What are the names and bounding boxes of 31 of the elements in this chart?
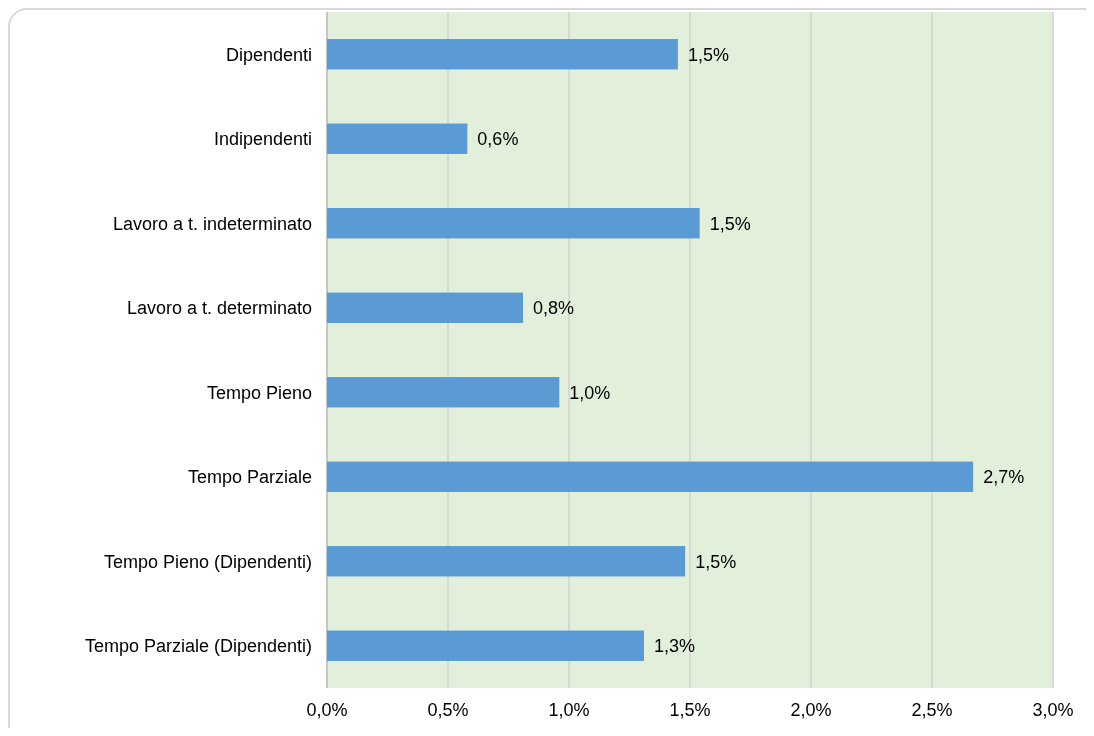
y-tick-label: Tempo Pieno xyxy=(206,382,312,403)
data-label: 2,7% xyxy=(983,467,1025,488)
bar xyxy=(327,123,468,154)
x-tick-label: 2,5% xyxy=(911,700,953,720)
data-label: 1,5% xyxy=(687,44,729,65)
data-label: 0,6% xyxy=(477,129,519,150)
bar xyxy=(327,39,678,70)
bar xyxy=(327,546,686,577)
bar xyxy=(327,461,974,492)
y-tick-label: Lavoro a t. indeterminato xyxy=(112,213,312,234)
bar xyxy=(327,630,645,661)
bar xyxy=(327,377,560,408)
data-label: 1,5% xyxy=(709,213,751,234)
x-tick-label: 0,5% xyxy=(427,700,469,720)
y-tick-label: Tempo Parziale xyxy=(187,467,312,488)
x-tick-label: 0,0% xyxy=(306,700,348,720)
bar xyxy=(327,208,700,239)
x-tick-label: 1,5% xyxy=(669,700,711,720)
y-tick-label: Tempo Pieno (Dipendenti) xyxy=(103,551,312,572)
data-label: 1,0% xyxy=(569,382,611,403)
y-tick-label: Tempo Parziale (Dipendenti) xyxy=(84,636,312,657)
bar xyxy=(327,292,524,323)
y-tick-label: Lavoro a t. determinato xyxy=(126,298,312,319)
y-tick-label: Dipendenti xyxy=(225,44,312,65)
data-label: 1,5% xyxy=(695,551,737,572)
x-tick-label: 3,0% xyxy=(1032,700,1074,720)
data-label: 1,3% xyxy=(654,636,696,657)
data-label: 0,8% xyxy=(533,298,575,319)
x-tick-label: 1,0% xyxy=(548,700,590,720)
x-tick-label: 2,0% xyxy=(790,700,832,720)
y-tick-label: Indipendenti xyxy=(213,129,312,150)
